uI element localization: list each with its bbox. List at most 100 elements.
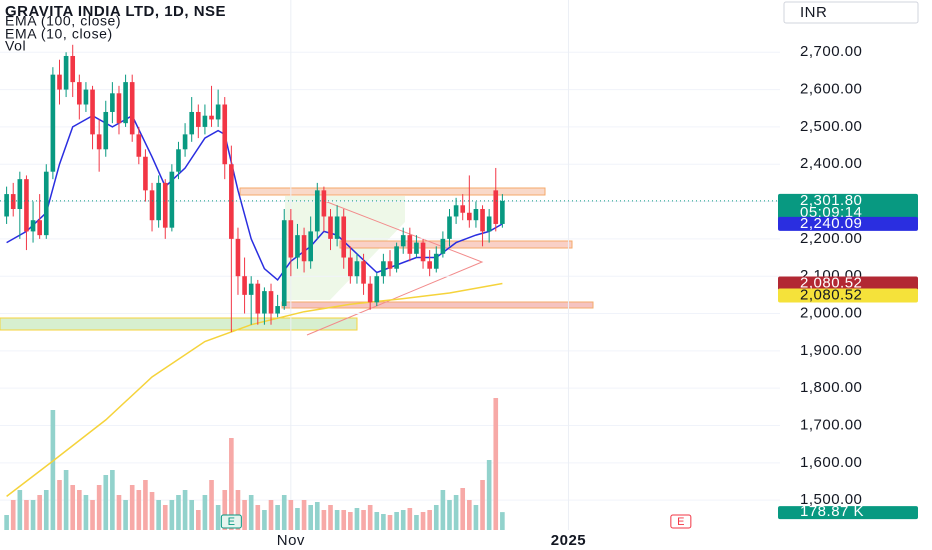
candle-body [202,115,208,127]
y-tick-label: 2,700.00 [800,43,862,60]
volume-bar [361,510,366,530]
volume-bar [4,515,9,530]
volume-bar [314,502,320,530]
candle-body [182,134,188,150]
candle-body [255,283,261,314]
candle-body [275,306,280,314]
volume-bar [149,492,155,530]
volume-label-box [778,506,918,520]
candle-body [169,171,175,228]
volume-bar [50,410,56,530]
candle-body [394,246,399,269]
volume-bar [103,475,109,530]
candle-body [149,190,155,221]
candle-body [348,257,353,277]
volume-bar [281,495,287,530]
candle-body [301,235,307,262]
candle-body [367,283,373,303]
volume-bar [235,490,241,530]
candle-body [229,164,234,239]
volume-bar [222,490,228,530]
volume-bar [215,505,221,530]
volume-bar [414,515,419,530]
candle-body [400,235,406,247]
volume-bar [500,512,505,530]
candle-body [156,182,161,221]
y-tick-label: 1,700.00 [800,416,862,433]
volume-bar [189,500,195,530]
candle-body [63,55,69,90]
volume-bar [129,485,135,530]
volume-bar [321,510,327,530]
candle-body [467,212,472,221]
candle-body [361,261,366,284]
volume-bar [473,505,479,530]
candle-body [420,242,426,262]
volume-bar [195,510,201,530]
candle-body [103,111,109,150]
candle-body [235,238,241,277]
candle-body [129,82,135,135]
volume-bar [17,490,23,530]
y-tick-label: 2,500.00 [800,118,862,135]
candle-body [143,156,148,191]
volume-bar [156,500,161,530]
candle-body [110,93,115,112]
zone [239,187,546,196]
y-tick-label: 1,800.00 [800,379,862,396]
x-tick-label: 2025 [551,532,586,549]
candle-body [123,82,128,124]
candle-body [288,220,294,258]
candle-body [189,111,195,135]
volume-bar [123,500,128,530]
volume-bar [288,500,294,530]
volume-bar [182,490,188,530]
volume-bar [334,510,340,530]
volume-bar [10,500,16,530]
candle-body [162,182,168,228]
price-axis: 1,500.00 1,600.00 1,700.00 1,800.00 1,900.00… [778,43,918,520]
x-tick-label: Nov [277,532,305,549]
currency-box [783,1,919,24]
ema-line [6,282,503,497]
y-tick-label: 1,500.00 [800,491,862,508]
volume-bar [202,495,208,530]
volume-bar [341,510,347,530]
volume-bar [308,505,313,530]
y-tick-label: 1,600.00 [800,454,862,471]
candle-body [321,190,327,217]
volume-bar [63,470,69,530]
countdown: 05:09:14 [800,204,862,221]
volume-bar [136,490,142,530]
event-label: E [228,516,235,528]
volume-bar [37,495,42,530]
volume-bar [394,512,399,530]
volume-bar [110,470,115,530]
volume-bar [374,512,380,530]
candle-body [473,209,479,221]
volume-bar [295,508,300,530]
volume-bar [301,500,307,530]
volume-bar [387,515,393,530]
candle-body [4,194,9,217]
y-tick-label: 1,900.00 [800,342,862,359]
candle-body [440,238,446,254]
candle-body [433,253,439,269]
candle-body [308,231,313,262]
volume-bar [420,512,426,530]
volume-bar [176,495,181,530]
price-label: 2,240.09 [800,215,862,232]
y-tick-label: 2,200.00 [800,230,862,247]
volume-bar [30,500,36,530]
candle-body [176,149,181,172]
volume-bar [242,500,247,530]
candle-body [268,291,274,314]
candle-body [262,291,267,314]
event-label: E [677,516,684,528]
candle-body [10,194,16,210]
candle-body [334,216,340,239]
volume-bar [354,508,360,530]
candle-body [222,104,228,165]
legend-entry: Vol [5,38,26,54]
candle-body [30,220,36,232]
